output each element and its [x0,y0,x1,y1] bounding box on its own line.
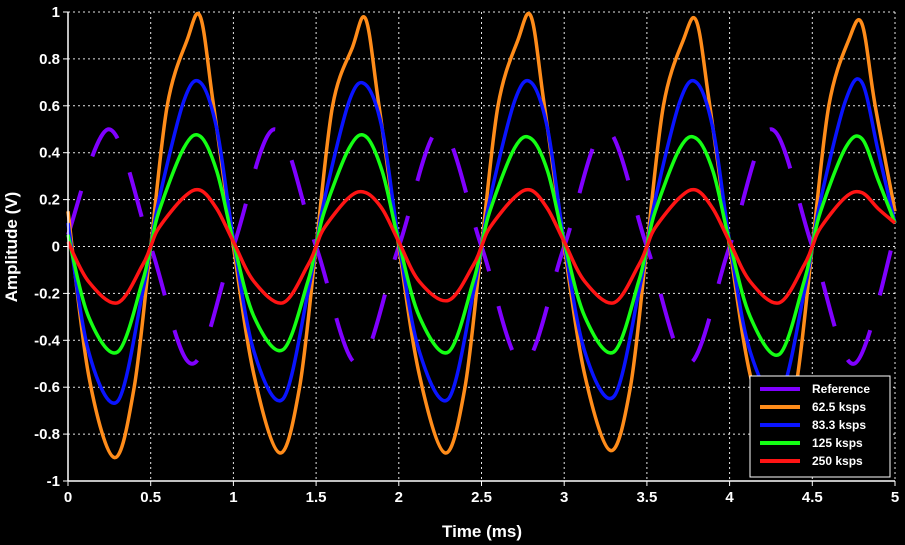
y-tick-label: -1 [47,473,60,490]
x-tick-label: 3 [560,489,568,506]
series-line-4 [66,187,897,305]
legend-label: 125 ksps [812,436,863,450]
y-tick-label: 0.6 [39,98,60,115]
plot-series [66,11,897,460]
x-tick-label: 2 [395,489,403,506]
y-tick-label: 0 [52,239,60,256]
x-tick-label: 4 [725,489,734,506]
x-tick-label: 1.5 [306,489,327,506]
y-tick-label: 0.8 [39,51,60,68]
legend-label: 62.5 ksps [812,400,866,414]
series-line-3 [66,132,897,357]
y-tick-label: -0.4 [34,332,61,349]
axes [63,11,896,486]
y-tick-label: 0.2 [39,192,60,209]
x-tick-label: 3.5 [636,489,657,506]
y-tick-label: 0.4 [39,145,61,162]
y-tick-label: -0.8 [34,426,60,443]
x-tick-label: 2.5 [471,489,492,506]
tick-labels: 0 0.5 1 1.5 2 2.5 3 3.5 4 4.5 5 1 0.8 0.6 0.4 0.2 0 -0.2 -… [34,4,899,506]
x-tick-label: 5 [891,489,899,506]
legend-label: Reference [812,382,870,396]
x-axis-title: Time (ms) [442,522,522,541]
x-tick-label: 4.5 [802,489,823,506]
y-tick-label: 1 [52,4,60,21]
legend-label: 83.3 ksps [812,418,866,432]
legend-label: 250 ksps [812,454,863,468]
legend[interactable]: Reference 62.5 ksps 83.3 ksps 125 ksps 250 k… [749,375,891,478]
x-tick-label: 0.5 [140,489,161,506]
y-tick-label: -0.2 [34,285,60,302]
y-tick-label: -0.6 [34,379,60,396]
x-tick-label: 1 [229,489,237,506]
y-axis-title: Amplitude (V) [2,192,21,303]
x-tick-label: 0 [64,489,72,506]
